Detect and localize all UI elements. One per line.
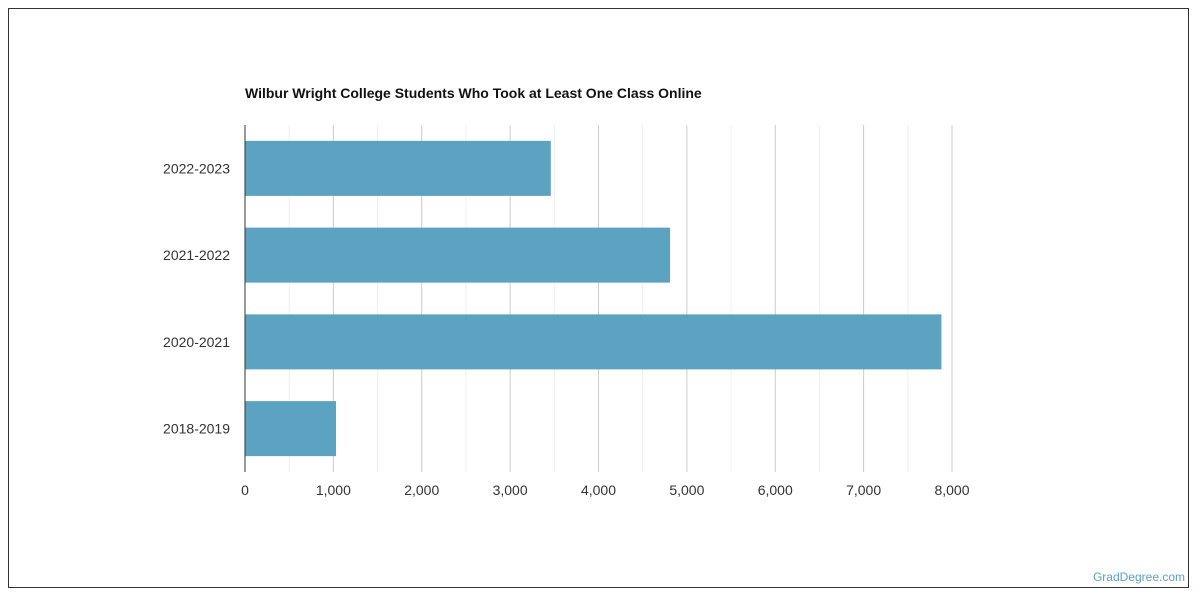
labels: 2022-2023 2021-2022 2020-2021 2018-2019 0 1,0… xyxy=(163,160,970,498)
bar xyxy=(245,140,551,196)
x-tick-label: 7,000 xyxy=(846,482,881,498)
x-tick-label: 5,000 xyxy=(669,482,704,498)
x-tick-label: 0 xyxy=(241,482,249,498)
x-tick-label: 4,000 xyxy=(581,482,616,498)
x-tick-label: 6,000 xyxy=(758,482,793,498)
bar xyxy=(245,227,671,283)
source-credit[interactable]: GradDegree.com xyxy=(1092,570,1185,584)
x-tick-label: 3,000 xyxy=(493,482,528,498)
x-tick-label: 2,000 xyxy=(404,482,439,498)
category-label: 2020-2021 xyxy=(163,334,230,350)
bar xyxy=(245,401,337,457)
x-tick-label: 1,000 xyxy=(316,482,351,498)
bar xyxy=(245,314,942,370)
bars xyxy=(245,140,942,457)
category-label: 2021-2022 xyxy=(163,247,230,263)
category-label: 2022-2023 xyxy=(163,160,230,176)
x-tick-label: 8,000 xyxy=(934,482,969,498)
category-label: 2018-2019 xyxy=(163,421,230,437)
chart-title: Wilbur Wright College Students Who Took … xyxy=(245,85,702,101)
